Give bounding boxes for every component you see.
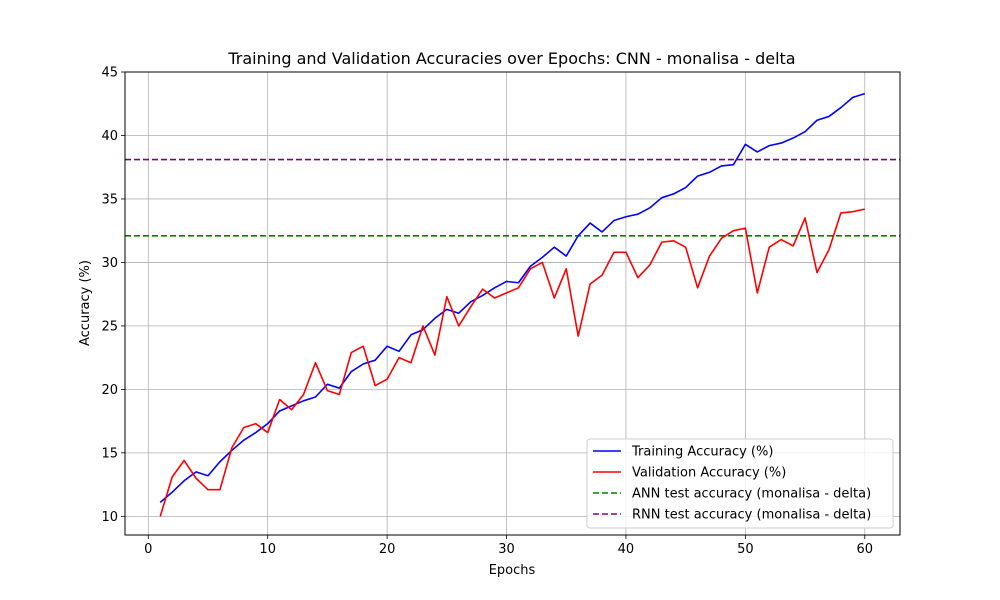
plot-area-frame [124,71,901,536]
y-tick-label: 10 [101,510,118,525]
grid-lines [125,71,900,535]
x-tick-label: 30 [498,542,515,557]
y-tick-label: 45 [101,66,118,81]
x-axis-title: Epochs [489,563,536,578]
legend-items: Training Accuracy (%) Validation Accuracy… [593,445,871,523]
legend: Training Accuracy (%) Validation Accuracy… [586,438,894,529]
y-axis-title: Accuracy (%) [78,260,93,346]
x-tick-label: 0 [144,542,152,557]
x-tick-label: 50 [737,542,754,557]
x-tick-label: 20 [379,542,396,557]
y-tick-label: 40 [101,129,118,144]
legend-item-training-label: Training Accuracy (%) [631,445,773,460]
y-tick-label: 35 [101,192,118,207]
x-tick-label: 60 [856,542,873,557]
x-tick-label: 10 [259,542,276,557]
y-tick-label: 20 [101,383,118,398]
y-axis-ticks: 10 15 20 25 30 35 40 45 [101,66,125,525]
y-tick-label: 30 [101,256,118,271]
validation-accuracy-series [159,208,865,517]
reference-lines [125,158,900,237]
x-tick-label: 40 [618,542,635,557]
series-lines [159,92,866,517]
legend-item-validation-label: Validation Accuracy (%) [632,466,786,481]
legend-item-rnn-label: RNN test accuracy (monalisa - delta) [632,508,871,523]
chart-title: Training and Validation Accuracies over … [227,49,795,68]
y-tick-label: 15 [101,446,118,461]
x-axis-ticks: 0 10 20 30 40 50 60 [144,535,873,557]
y-tick-label: 25 [101,319,118,334]
training-accuracy-series [159,92,866,503]
legend-item-ann-label: ANN test accuracy (monalisa - delta) [632,487,871,502]
legend-box [586,438,894,529]
